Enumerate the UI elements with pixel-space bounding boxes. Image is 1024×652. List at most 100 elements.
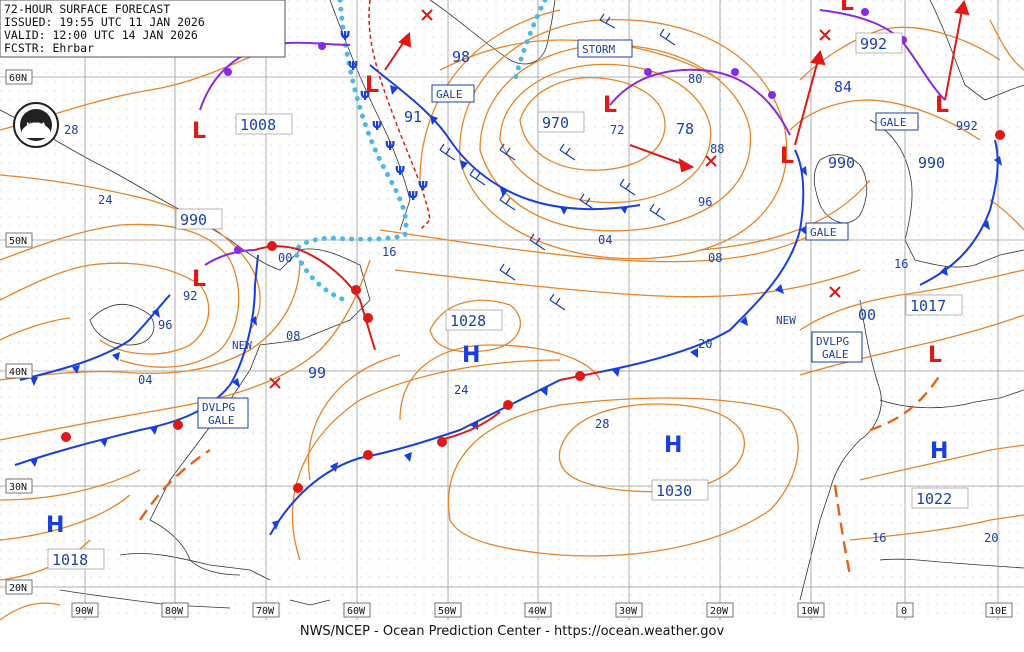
isobar-label: 992 bbox=[956, 119, 978, 133]
isobar-labels: 98 91 78 72 80 88 96 04 08 16 20 24 28 0… bbox=[64, 48, 998, 545]
header-forecaster: FCSTR: Ehrbar bbox=[4, 41, 94, 55]
warm-front-symbols bbox=[61, 130, 1005, 493]
warning-label: GALE bbox=[810, 226, 837, 239]
isobar-label: 08 bbox=[286, 329, 300, 343]
warning-label: NEW bbox=[776, 314, 796, 327]
header-box: 72-HOUR SURFACE FORECAST ISSUED: 19:55 U… bbox=[0, 0, 286, 58]
cold-front-symbols bbox=[30, 85, 1002, 530]
lon-label: 30W bbox=[619, 606, 638, 617]
svg-text:L: L bbox=[192, 119, 206, 144]
svg-text:L: L bbox=[603, 93, 617, 118]
lat-label: 50N bbox=[9, 236, 27, 247]
center-pressure: 1017 bbox=[910, 297, 946, 315]
noaa-logo-text: NOAA bbox=[26, 122, 46, 129]
isobar-label: 24 bbox=[454, 383, 468, 397]
isobar-label: 04 bbox=[598, 233, 612, 247]
center-pressure: 1028 bbox=[450, 312, 486, 330]
ice-accretion-symbols: ΨΨΨ ΨΨΨ ΨΨ bbox=[340, 29, 428, 203]
isobar-label: 16 bbox=[382, 245, 396, 259]
lon-label: 40W bbox=[528, 606, 547, 617]
isobars bbox=[0, 9, 1024, 621]
lon-label: 0 bbox=[901, 606, 907, 617]
future-position-marks bbox=[269, 9, 841, 389]
lat-label: 30N bbox=[9, 482, 27, 493]
lon-label: 50W bbox=[438, 606, 457, 617]
isobar-label: 16 bbox=[872, 531, 886, 545]
high-center-letter: H bbox=[664, 433, 682, 458]
wind-barbs bbox=[439, 13, 676, 311]
high-center-letter: H bbox=[930, 439, 948, 464]
header-title: 72-HOUR SURFACE FORECAST bbox=[4, 2, 170, 16]
developing-gale-boxes: DVLPG GALE DVLPG GALE bbox=[197, 331, 863, 429]
svg-text:L: L bbox=[780, 144, 794, 169]
lat-label: 60N bbox=[9, 73, 27, 84]
lon-label: 90W bbox=[75, 606, 94, 617]
isobar-label: 20 bbox=[984, 531, 998, 545]
svg-text:L: L bbox=[928, 343, 942, 368]
center-pressure: 970 bbox=[542, 114, 569, 132]
isobar-label: 990 bbox=[918, 154, 945, 172]
isobar-label: 99 bbox=[308, 364, 326, 382]
latitude-labels: 60N 50N 40N 30N 20N bbox=[5, 69, 33, 595]
isobar-label: 78 bbox=[676, 120, 694, 138]
dvlpg-line1: DVLPG bbox=[816, 335, 849, 348]
svg-text:Ψ: Ψ bbox=[348, 59, 358, 73]
center-pressure: 990 bbox=[180, 211, 207, 229]
isobar-label: 28 bbox=[595, 417, 609, 431]
isobar-label: 80 bbox=[688, 72, 702, 86]
lon-label: 60W bbox=[347, 606, 366, 617]
center-letters: H H H H bbox=[46, 343, 948, 538]
svg-text:L: L bbox=[935, 93, 949, 118]
isobar-label: 72 bbox=[610, 123, 624, 137]
isobar-label: 91 bbox=[404, 108, 422, 126]
lon-label: 10E bbox=[989, 606, 1007, 617]
lat-label: 40N bbox=[9, 367, 27, 378]
isobar-label: 28 bbox=[64, 123, 78, 137]
isobar-label: 96 bbox=[158, 318, 172, 332]
low-symbols: L L L L L L L L bbox=[192, 0, 949, 368]
svg-text:Ψ: Ψ bbox=[418, 179, 428, 193]
lon-label: 10W bbox=[801, 606, 820, 617]
warning-boxes: GALE STORM GALE GALE NEW NEW bbox=[232, 39, 919, 352]
isobar-label: 04 bbox=[138, 373, 152, 387]
warning-label: GALE bbox=[436, 88, 463, 101]
lat-label: 20N bbox=[9, 583, 27, 594]
isobar-label: 88 bbox=[710, 142, 724, 156]
isobar-label: 24 bbox=[98, 193, 112, 207]
ice-edge bbox=[293, 0, 548, 303]
dvlpg-line2: GALE bbox=[208, 414, 235, 427]
isobar-label: 84 bbox=[834, 78, 852, 96]
svg-text:Ψ: Ψ bbox=[360, 89, 370, 103]
isobar-label: 00 bbox=[278, 251, 292, 265]
svg-text:Ψ: Ψ bbox=[395, 164, 405, 178]
isobar-label: 08 bbox=[708, 251, 722, 265]
isobar-label: 00 bbox=[858, 306, 876, 324]
lon-label: 70W bbox=[256, 606, 275, 617]
center-pressure: 1008 bbox=[240, 116, 276, 134]
center-values: 1028 1030 1022 1018 970 990 1008 992 101… bbox=[47, 32, 969, 570]
warning-label: NEW bbox=[232, 339, 252, 352]
lon-label: 80W bbox=[165, 606, 184, 617]
svg-text:Ψ: Ψ bbox=[340, 29, 350, 43]
isobar-label: 92 bbox=[183, 289, 197, 303]
high-center-letter: H bbox=[46, 513, 64, 538]
footer-credit: NWS/NCEP - Ocean Prediction Center - htt… bbox=[299, 624, 725, 639]
svg-text:L: L bbox=[840, 0, 854, 16]
dvlpg-line2: GALE bbox=[822, 348, 849, 361]
center-pressure: 1030 bbox=[656, 482, 692, 500]
isobar-label: 98 bbox=[452, 48, 470, 66]
svg-text:L: L bbox=[192, 267, 206, 292]
graticule bbox=[0, 0, 1024, 620]
high-center-letter: H bbox=[462, 343, 480, 368]
center-pressure: 992 bbox=[860, 35, 887, 53]
isobar-label: 20 bbox=[698, 337, 712, 351]
svg-text:Ψ: Ψ bbox=[372, 119, 382, 133]
noaa-logo: NOAA bbox=[13, 102, 59, 148]
svg-text:Ψ: Ψ bbox=[408, 189, 418, 203]
warning-outline bbox=[368, 0, 431, 231]
warning-label: STORM bbox=[582, 43, 615, 56]
isobar-label: 990 bbox=[828, 154, 855, 172]
svg-text:Ψ: Ψ bbox=[385, 139, 395, 153]
isobar-label: 96 bbox=[698, 195, 712, 209]
